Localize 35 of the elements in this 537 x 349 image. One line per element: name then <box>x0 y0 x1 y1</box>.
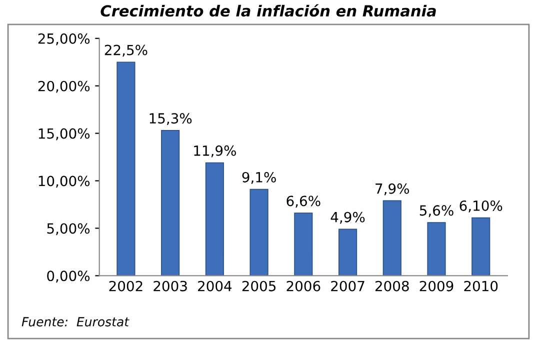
y-tick-label: 5,00% <box>47 223 90 236</box>
chart-title: Crecimiento de la inflación en Rumania <box>100 4 436 17</box>
bar <box>338 228 358 276</box>
bar <box>472 217 490 276</box>
x-tick-label: 2007 <box>331 280 364 292</box>
x-tick-label: 2005 <box>242 280 276 292</box>
y-tick-label: 20,00% <box>38 80 90 93</box>
x-tick-label: 2010 <box>464 280 498 292</box>
source-note: Fuente: Eurostat <box>22 317 130 326</box>
data-label: 15,3% <box>150 113 192 126</box>
data-label: 4,9% <box>330 212 365 224</box>
data-label: 9,1% <box>242 172 276 184</box>
data-label: 5,6% <box>420 205 454 218</box>
data-label: 7,9% <box>376 183 410 196</box>
y-tick-label: 15,00% <box>38 128 90 140</box>
x-tick-label: 2009 <box>420 280 454 292</box>
data-label: 6,6% <box>286 196 320 208</box>
y-tick-label: 0,00% <box>47 270 90 283</box>
y-tick-label: 10,00% <box>38 176 90 188</box>
bar <box>294 212 313 276</box>
x-tick-label: 2008 <box>375 280 409 292</box>
bar <box>427 222 446 276</box>
x-tick-label: 2002 <box>109 280 142 292</box>
data-label: 6,10% <box>460 200 502 212</box>
bar <box>250 188 268 276</box>
data-label: 11,9% <box>194 145 236 158</box>
bar <box>116 62 136 276</box>
bar <box>161 130 180 276</box>
bar <box>205 162 224 276</box>
y-tick-label: 25,00% <box>38 33 90 46</box>
bar <box>382 200 402 276</box>
x-tick-label: 2004 <box>198 280 232 292</box>
data-label: 22,5% <box>104 44 148 57</box>
x-tick-label: 2006 <box>286 280 320 292</box>
x-tick-label: 2003 <box>154 280 187 292</box>
